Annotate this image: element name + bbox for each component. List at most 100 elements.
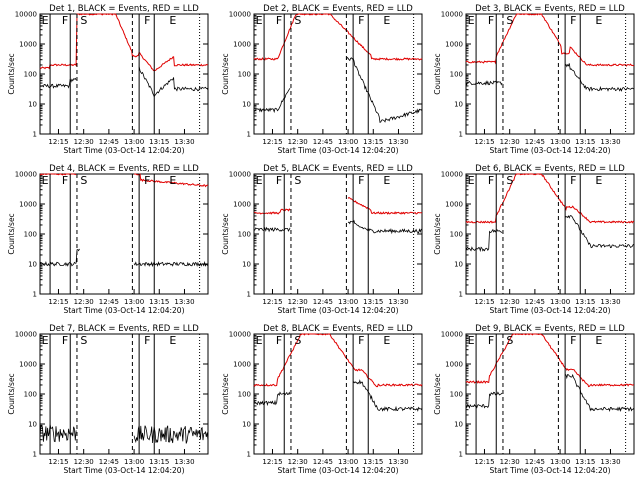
segment-label: F [358,14,364,27]
y-tick-label: 1 [459,131,463,139]
panel-title: Det 5, BLACK = Events, RED = LLD [263,164,413,174]
y-tick-label: 100 [24,71,37,79]
plot-frame [465,13,635,135]
y-tick-label: 100 [450,231,463,239]
segment-label: E [42,174,49,187]
x-tick-label: 13:00 [550,458,570,466]
y-axis-label: Counts/sec [7,53,16,94]
x-tick-label: 13:15 [149,298,169,306]
x-tick-label: 12:45 [525,458,545,466]
black-events-series [39,248,209,268]
plot-frame [253,173,423,295]
y-tick-label: 1 [33,291,37,299]
y-axis-label: Counts/sec [7,213,16,254]
segment-label: E [468,174,475,187]
x-tick-label: 13:15 [363,458,383,466]
y-tick-label: 1000 [445,41,463,49]
x-tick-label: 12:15 [474,138,494,146]
red-lld-series [39,13,209,72]
x-tick-label: 12:30 [500,298,520,306]
segment-label: S [80,334,87,347]
segment-label: E [169,334,176,347]
x-axis-label: Start Time (03-Oct-14 12:04:20) [277,306,398,315]
panel-det-5: Det 5, BLACK = Events, RED = LLD 1 10 100 10… [221,164,423,315]
segment-label: E [42,14,49,27]
red-lld-series [465,13,635,67]
black-events-series [465,373,635,413]
segment-label: E [42,334,49,347]
red-lld-series [465,173,635,224]
y-axis-label: Counts/sec [221,373,230,414]
segment-label: F [570,14,576,27]
panel-title: Det 2, BLACK = Events, RED = LLD [263,4,413,14]
panel-title: Det 1, BLACK = Events, RED = LLD [49,4,199,14]
x-tick-label: 12:30 [500,458,520,466]
segment-label: F [276,334,282,347]
panel-title: Det 7, BLACK = Events, RED = LLD [49,324,199,334]
x-tick-label: 12:45 [313,458,333,466]
x-tick-label: 12:45 [99,458,119,466]
y-tick-label: 10 [28,101,37,109]
x-tick-label: 12:30 [500,138,520,146]
y-tick-label: 10000 [15,331,37,339]
x-tick-label: 12:45 [313,138,333,146]
segment-label: E [256,334,263,347]
x-tick-label: 12:45 [99,298,119,306]
x-tick-label: 12:15 [474,458,494,466]
y-tick-label: 1 [459,451,463,459]
y-tick-label: 100 [450,71,463,79]
x-tick-label: 13:30 [388,458,408,466]
x-tick-label: 13:00 [338,458,358,466]
x-tick-label: 13:00 [124,138,144,146]
segment-label: E [468,14,475,27]
panel-det-4: Det 4, BLACK = Events, RED = LLD 1 10 100 10… [7,164,209,315]
x-tick-label: 12:30 [288,298,308,306]
segment-label: S [80,14,87,27]
y-axis-label: Counts/sec [433,53,442,94]
segment-label: F [358,174,364,187]
red-lld-series [253,13,423,61]
panel-title: Det 9, BLACK = Events, RED = LLD [475,324,625,334]
segment-label: E [595,334,602,347]
x-tick-label: 12:15 [48,138,68,146]
segment-label: F [144,174,150,187]
y-tick-label: 10 [28,421,37,429]
x-tick-label: 12:30 [288,458,308,466]
segment-label: S [506,14,513,27]
y-axis-label: Counts/sec [433,213,442,254]
y-tick-label: 100 [24,391,37,399]
y-tick-label: 1 [33,451,37,459]
y-tick-label: 10 [242,261,251,269]
segment-label: F [276,14,282,27]
y-tick-label: 10000 [229,171,251,179]
x-tick-label: 13:30 [174,138,194,146]
x-tick-label: 12:30 [74,458,94,466]
y-tick-label: 100 [450,391,463,399]
x-tick-label: 13:00 [550,138,570,146]
y-tick-label: 10 [28,261,37,269]
x-tick-label: 12:15 [48,298,68,306]
x-axis-label: Start Time (03-Oct-14 12:04:20) [277,146,398,155]
y-axis-label: Counts/sec [221,53,230,94]
segment-label: F [276,174,282,187]
y-tick-label: 100 [24,231,37,239]
x-tick-label: 13:30 [174,298,194,306]
y-tick-label: 10 [454,261,463,269]
black-events-series [39,66,209,98]
x-tick-label: 12:30 [288,138,308,146]
segment-label: E [256,174,263,187]
x-tick-label: 13:30 [174,458,194,466]
plot-frame [253,13,423,135]
x-axis-label: Start Time (03-Oct-14 12:04:20) [63,306,184,315]
segment-label: S [294,14,301,27]
x-tick-label: 13:00 [338,298,358,306]
x-tick-label: 12:15 [262,298,282,306]
black-events-series [253,219,423,235]
y-tick-label: 100 [238,71,251,79]
x-tick-label: 12:30 [74,298,94,306]
y-tick-label: 10 [454,101,463,109]
black-events-series [39,424,209,444]
y-tick-label: 1000 [445,201,463,209]
